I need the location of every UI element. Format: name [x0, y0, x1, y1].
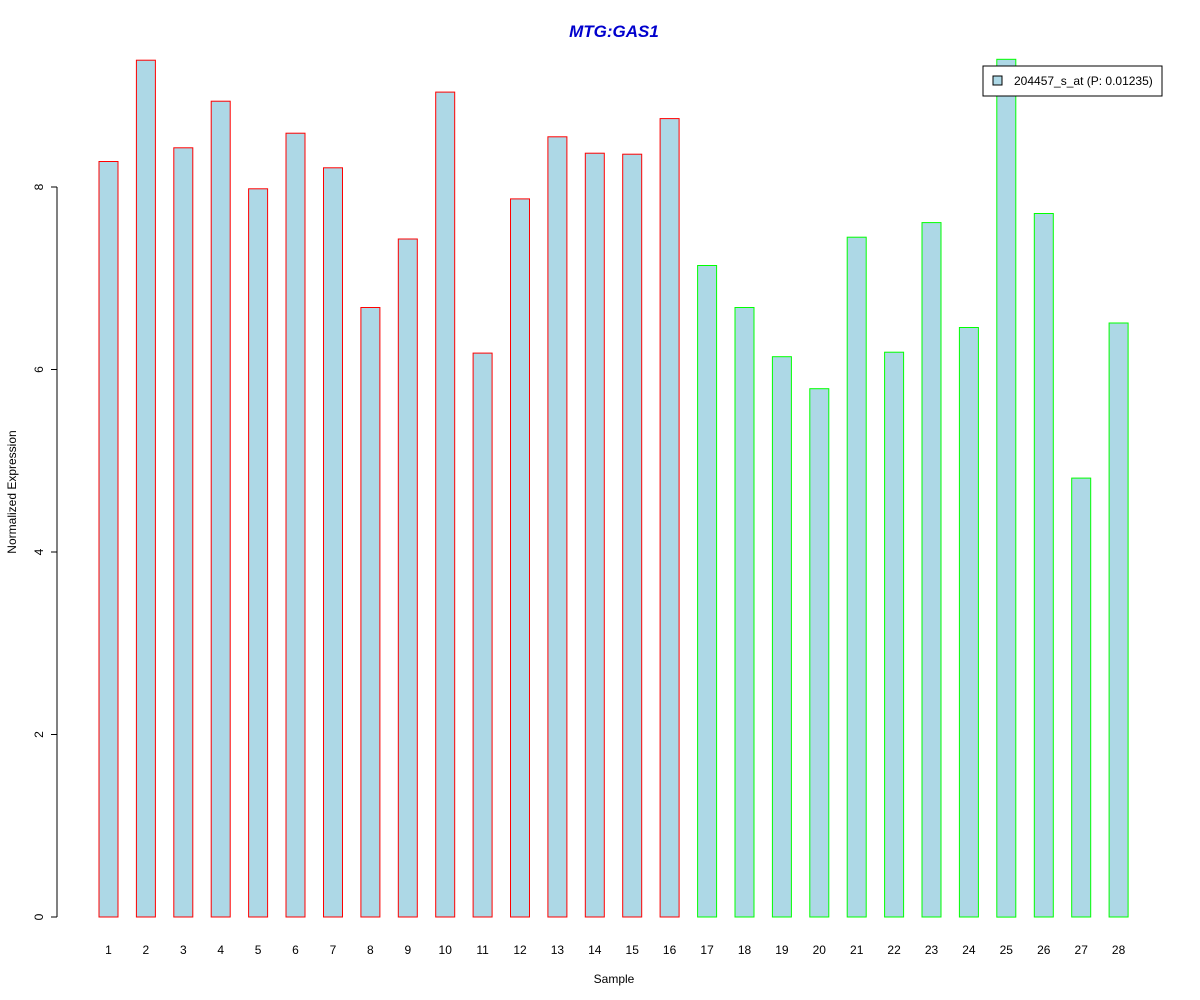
- bar-sample-26: [1033, 213, 1054, 918]
- x-tick-label: 16: [663, 943, 677, 957]
- bar-sample-7: [323, 167, 343, 918]
- x-tick-label: 8: [367, 943, 374, 957]
- y-tick-label: 8: [32, 183, 46, 190]
- legend-swatch: [992, 75, 1003, 86]
- y-tick-label: 4: [32, 548, 46, 555]
- x-tick-label: 20: [813, 943, 827, 957]
- bar-sample-28: [1108, 322, 1129, 918]
- bar-sample-16: [659, 118, 680, 918]
- bar-sample-3: [173, 147, 194, 918]
- x-tick-label: 27: [1075, 943, 1089, 957]
- x-tick-label: 3: [180, 943, 187, 957]
- x-tick-label: 2: [143, 943, 150, 957]
- bar-sample-10: [435, 91, 456, 918]
- bar-sample-8: [360, 307, 381, 918]
- bar-sample-27: [1071, 477, 1092, 918]
- x-tick-label: 9: [404, 943, 411, 957]
- x-tick-label: 15: [626, 943, 640, 957]
- x-axis-label: Sample: [594, 972, 635, 986]
- x-tick-label: 1: [105, 943, 112, 957]
- x-tick-label: 17: [700, 943, 714, 957]
- x-tick-label: 4: [217, 943, 224, 957]
- bar-sample-9: [397, 238, 418, 918]
- y-tick-label: 2: [32, 731, 46, 738]
- bar-sample-4: [210, 100, 231, 918]
- bar-sample-1: [98, 161, 119, 918]
- x-tick-label: 19: [775, 943, 789, 957]
- bar-sample-25: [996, 58, 1017, 918]
- bar-sample-2: [135, 59, 156, 918]
- bar-sample-13: [547, 136, 568, 918]
- y-axis: 0 2 4 6 8: [32, 183, 58, 920]
- bar-sample-15: [622, 153, 643, 918]
- x-tick-label: 18: [738, 943, 752, 957]
- bar-sample-14: [584, 152, 605, 918]
- bar-sample-23: [921, 222, 942, 918]
- x-tick-label: 23: [925, 943, 939, 957]
- x-tick-label: 21: [850, 943, 864, 957]
- bar-sample-5: [248, 188, 269, 918]
- x-tick-label: 28: [1112, 943, 1126, 957]
- x-tick-labels: 1 2 3 4 5 6 7 8 9 10 11 12 13 14 15 16 17 18 19 20 21 22 23 24 2…: [105, 943, 1125, 957]
- bar-sample-24: [958, 327, 979, 918]
- x-tick-label: 25: [1000, 943, 1014, 957]
- x-tick-label: 7: [330, 943, 337, 957]
- x-tick-label: 13: [551, 943, 565, 957]
- legend: 204457_s_at (P: 0.01235): [982, 65, 1163, 97]
- x-tick-label: 24: [962, 943, 976, 957]
- x-tick-label: 10: [439, 943, 453, 957]
- bar-sample-12: [510, 198, 530, 918]
- y-tick-label: 6: [32, 366, 46, 373]
- y-axis-label: Normalized Expression: [5, 430, 19, 553]
- x-tick-label: 14: [588, 943, 602, 957]
- x-tick-label: 6: [292, 943, 299, 957]
- bar-sample-11: [472, 352, 493, 918]
- bar-sample-20: [809, 388, 830, 918]
- chart-title: MTG:GAS1: [569, 22, 659, 41]
- x-tick-label: 26: [1037, 943, 1051, 957]
- x-tick-label: 5: [255, 943, 262, 957]
- bars-group: [98, 58, 1129, 918]
- legend-entry: 204457_s_at (P: 0.01235): [1014, 74, 1153, 88]
- x-tick-label: 22: [887, 943, 901, 957]
- bar-sample-18: [734, 307, 755, 918]
- bar-sample-17: [697, 265, 718, 918]
- x-tick-label: 11: [476, 943, 489, 957]
- bar-sample-6: [285, 132, 306, 918]
- x-tick-label: 12: [513, 943, 527, 957]
- bar-sample-22: [884, 351, 905, 918]
- y-tick-label: 0: [32, 913, 46, 920]
- legend-box: [982, 65, 1163, 97]
- bar-sample-19: [771, 356, 792, 918]
- bar-sample-21: [846, 236, 867, 918]
